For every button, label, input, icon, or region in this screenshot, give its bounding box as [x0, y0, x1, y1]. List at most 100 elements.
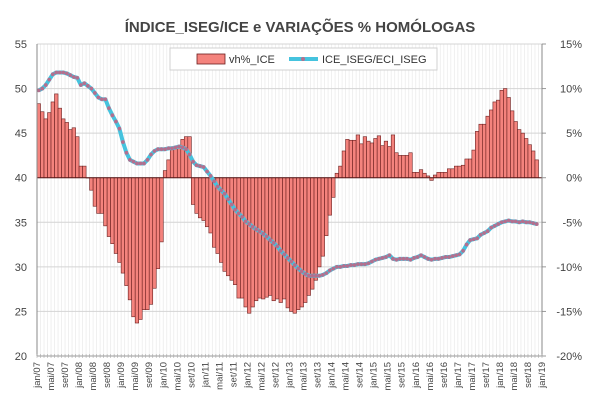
bar	[345, 139, 350, 179]
bar	[145, 177, 150, 310]
line-marker	[43, 83, 48, 87]
x-tick-label: jan/14	[327, 362, 338, 389]
x-tick-label: set/14	[355, 362, 366, 388]
line-marker	[282, 252, 287, 257]
line-marker	[352, 263, 357, 267]
line-marker	[47, 77, 52, 82]
line-marker	[366, 261, 371, 266]
bar	[411, 172, 417, 179]
bar	[289, 177, 294, 312]
line-marker	[292, 263, 297, 267]
bar	[261, 177, 266, 300]
bar	[366, 140, 371, 179]
bar	[404, 155, 410, 179]
line-marker	[334, 264, 339, 269]
line-marker	[496, 222, 501, 226]
line-marker	[478, 232, 483, 237]
bar	[418, 169, 424, 179]
line-marker	[492, 223, 497, 228]
bar	[176, 146, 182, 179]
legend-label-line: ICE_ISEG/ECI_ISEG	[322, 54, 427, 66]
y-left-tick-label: 20	[15, 351, 27, 363]
line-marker	[327, 268, 332, 273]
bar	[408, 152, 413, 179]
x-tick-label: set/11	[228, 362, 239, 387]
bar	[257, 177, 262, 299]
bar	[134, 177, 140, 324]
y-right-tick-label: -20%	[556, 351, 582, 363]
bar	[450, 168, 455, 179]
line-marker	[320, 272, 325, 277]
y-left-tick-label: 50	[15, 84, 27, 96]
line-marker	[317, 273, 322, 278]
line-marker	[163, 147, 167, 152]
bar	[173, 147, 178, 179]
x-tick-label: mai/08	[88, 362, 99, 391]
line-marker	[429, 257, 434, 262]
line-marker	[198, 164, 202, 169]
x-tick-label: mai/17	[467, 362, 478, 391]
bar	[436, 172, 441, 179]
y-right-tick-label: -5%	[562, 217, 582, 229]
line-marker	[310, 273, 315, 278]
bar	[92, 177, 97, 207]
line-marker	[285, 256, 290, 260]
x-tick-label: mai/14	[341, 362, 352, 391]
line-marker	[250, 224, 255, 229]
bar	[506, 97, 511, 179]
line-marker	[338, 264, 343, 269]
line-marker	[475, 236, 480, 241]
bar	[127, 177, 132, 301]
legend-bar-swatch	[196, 53, 226, 65]
bar	[47, 112, 52, 179]
line-marker	[503, 219, 508, 224]
bar	[415, 172, 420, 179]
bar	[120, 177, 125, 274]
line-marker	[170, 146, 174, 151]
bar	[282, 177, 287, 300]
line-marker	[471, 237, 476, 242]
line-marker	[426, 256, 430, 261]
line-marker	[71, 75, 76, 79]
line-marker	[106, 106, 111, 111]
line-marker	[85, 83, 90, 88]
line-marker	[524, 220, 529, 225]
line-marker	[377, 256, 381, 261]
line-marker	[149, 152, 153, 157]
bar	[247, 177, 252, 314]
bar	[61, 118, 66, 179]
bar	[310, 177, 315, 290]
x-tick-label: mai/10	[172, 362, 183, 391]
line-marker	[96, 95, 101, 100]
legend-line-marker	[301, 57, 305, 61]
y-right-tick-label: 10%	[560, 84, 582, 96]
bar	[397, 155, 403, 179]
x-tick-label: jan/10	[158, 362, 169, 389]
bar	[40, 111, 45, 179]
line-marker	[468, 238, 473, 243]
line-marker	[341, 264, 346, 268]
line-marker	[324, 271, 329, 275]
bar	[524, 138, 529, 179]
bar-series	[36, 88, 542, 324]
line-marker	[380, 256, 385, 260]
line-marker	[57, 70, 62, 75]
bar	[303, 177, 308, 303]
bar	[162, 170, 168, 179]
axes: 20 25 30 35 40 45 50 55 -20% -15% -10% -5% 0% 5% 10% 15…	[15, 39, 582, 391]
bar	[355, 134, 360, 179]
x-tick-label: jan/07	[32, 362, 43, 389]
line-marker	[278, 248, 283, 253]
bar	[285, 177, 290, 309]
x-tick-label: mai/11	[214, 362, 225, 390]
line-marker	[485, 229, 490, 234]
line-marker	[135, 161, 139, 166]
x-tick-label: jan/08	[74, 362, 85, 389]
line-marker	[370, 259, 374, 264]
bar	[475, 131, 480, 179]
line-marker	[159, 147, 164, 152]
x-tick-label: mai/15	[383, 362, 394, 391]
bar	[362, 136, 367, 179]
line-marker	[75, 75, 80, 80]
line-marker	[299, 269, 304, 274]
